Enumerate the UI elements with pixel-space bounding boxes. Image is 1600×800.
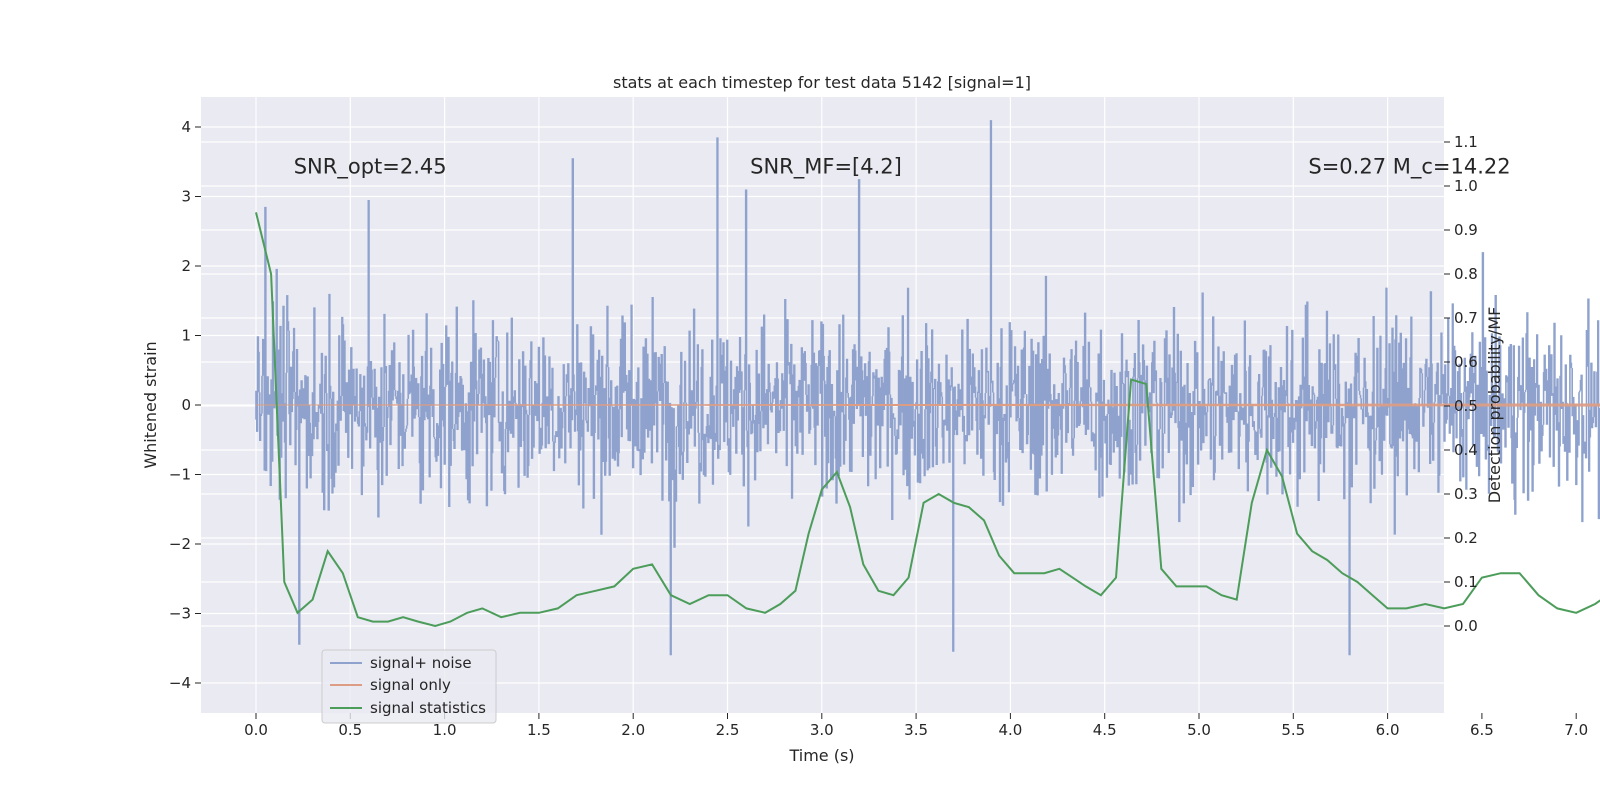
legend-label-signal-only: signal only (370, 676, 451, 694)
y2-tick-label: 0.6 (1454, 353, 1478, 371)
x-tick-label: 0.0 (244, 721, 268, 739)
y2-axis-label: Detection probability/MF (1485, 307, 1504, 504)
y2-tick-label: 0.2 (1454, 529, 1478, 547)
y2-tick-label: 1.0 (1454, 177, 1478, 195)
y2-tick-label: 0.9 (1454, 221, 1478, 239)
signal-statistics-line (255, 212, 1600, 628)
y-axis-left: −4 −3 −2 −1 0 1 2 3 4 (169, 118, 201, 692)
y-tick-label: 3 (181, 188, 191, 206)
y2-tick-label: 0.8 (1454, 265, 1478, 283)
y2-tick-label: 0.1 (1454, 573, 1478, 591)
legend-label-signal-statistics: signal statistics (370, 699, 486, 717)
x-tick-label: 5.0 (1187, 721, 1211, 739)
x-tick-label: 4.0 (998, 721, 1022, 739)
legend-frame (321, 649, 497, 724)
x-tick-label: 6.5 (1470, 721, 1494, 739)
y-tick-label: 0 (181, 396, 191, 414)
signal-only-line (256, 403, 1600, 407)
annotations: SNR_opt=2.45 SNR_MF=[4.2] S=0.27 M_c=14.22 (294, 155, 1511, 180)
x-tick-label: 1.5 (527, 721, 551, 739)
legend-label-signal-noise: signal+ noise (370, 654, 472, 672)
series-signal-only (256, 403, 1600, 407)
legend: signal+ noise signal only signal statist… (321, 649, 497, 724)
y-axis-label: Whitened strain (141, 341, 160, 468)
series-signal-statistics (255, 212, 1600, 628)
x-tick-label: 1.0 (433, 721, 457, 739)
y2-tick-label: 0.0 (1454, 617, 1478, 635)
y2-tick-label: 0.3 (1454, 485, 1478, 503)
y-tick-label: 4 (181, 118, 191, 136)
annotation: S=0.27 M_c=14.22 (1308, 155, 1510, 180)
chart-title: stats at each timestep for test data 514… (613, 73, 1031, 92)
y-tick-label: −4 (169, 674, 191, 692)
x-tick-label: 5.5 (1281, 721, 1305, 739)
x-axis-label: Time (s) (788, 746, 854, 765)
y-tick-label: 2 (181, 257, 191, 275)
x-tick-label: 6.0 (1376, 721, 1400, 739)
annotation: SNR_MF=[4.2] (750, 155, 902, 180)
annotation: SNR_opt=2.45 (294, 155, 447, 180)
x-tick-label: 7.0 (1564, 721, 1588, 739)
y2-tick-label: 0.5 (1454, 397, 1478, 415)
y-tick-label: −1 (169, 466, 191, 484)
x-tick-label: 4.5 (1093, 721, 1117, 739)
x-tick-label: 3.5 (904, 721, 928, 739)
x-tick-label: 2.5 (716, 721, 740, 739)
y-tick-label: 1 (181, 327, 191, 345)
y2-tick-label: 0.4 (1454, 441, 1478, 459)
x-tick-label: 0.5 (338, 721, 362, 739)
x-tick-label: 2.0 (621, 721, 645, 739)
y-tick-label: −3 (169, 605, 191, 623)
x-tick-label: 3.0 (810, 721, 834, 739)
y-tick-label: −2 (169, 535, 191, 553)
x-axis: 0.0 0.5 1.0 1.5 2.0 2.5 3.0 3.5 4.0 4.5 5.0 5.5 6.0 6… (244, 713, 1588, 739)
y-axis-right: 0.0 0.1 0.2 0.3 0.4 0.5 0.6 0.7 0.8 0.9 1.0 1.1 (1444, 133, 1478, 635)
y2-tick-label: 0.7 (1454, 309, 1478, 327)
y2-tick-label: 1.1 (1454, 133, 1478, 151)
